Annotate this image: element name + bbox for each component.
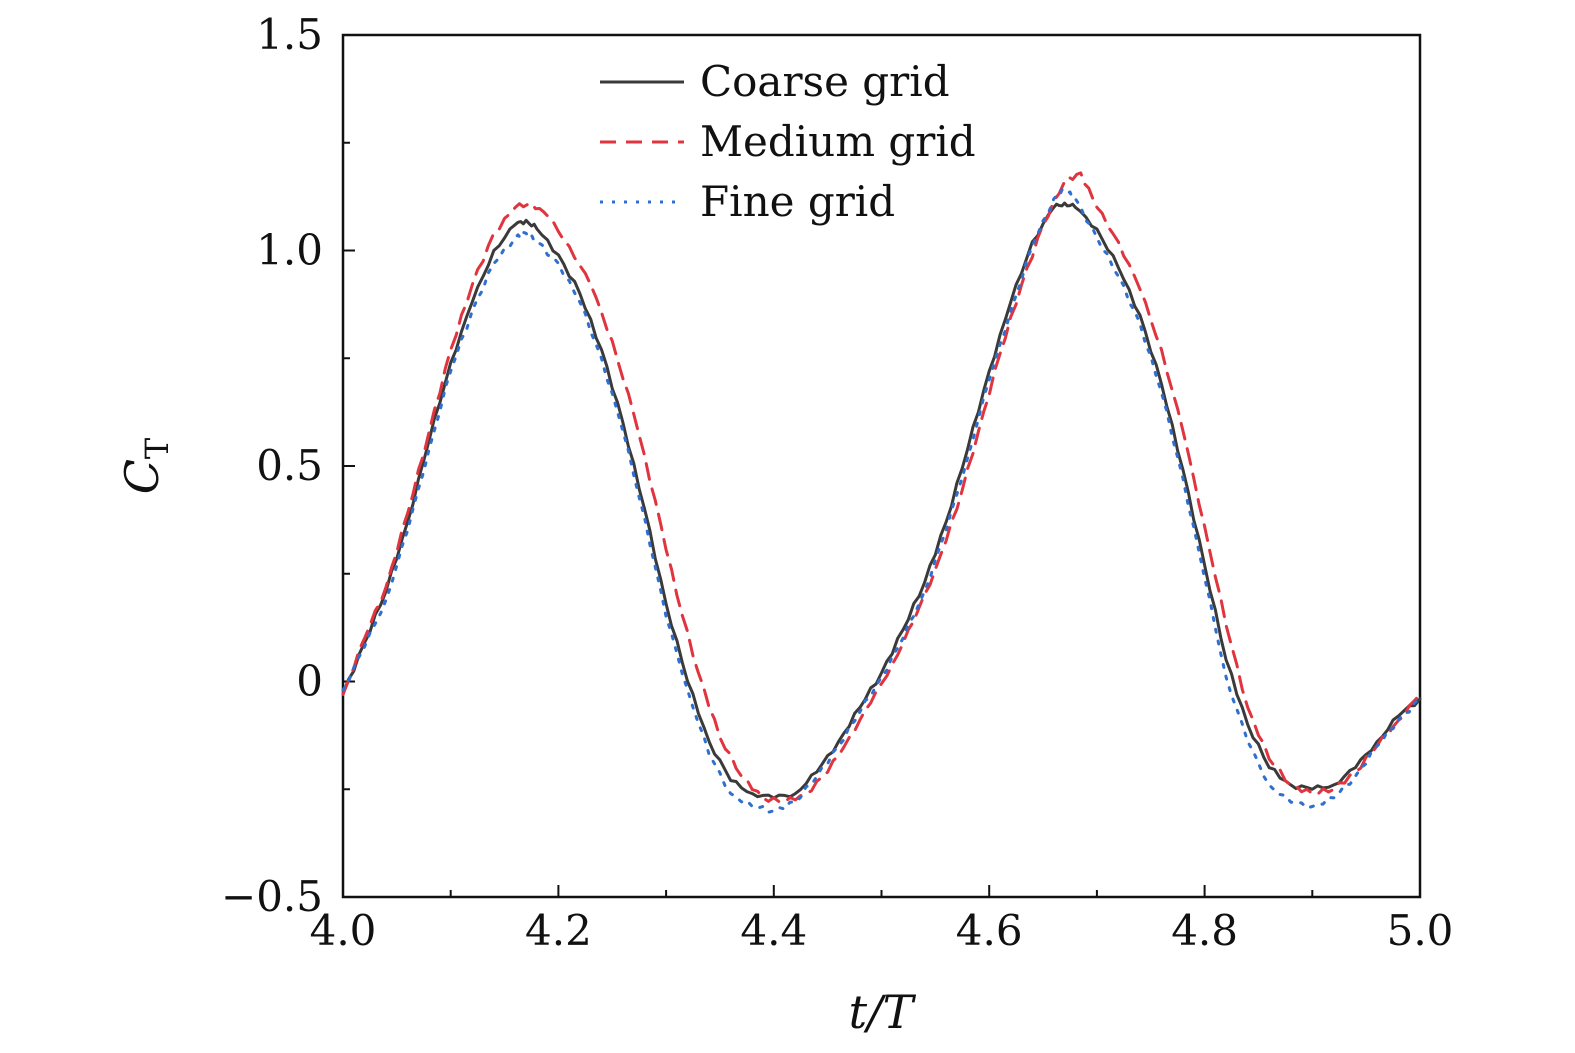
y-axis-tick-labels: −0.5 0 0.5 1.0 1.5 — [221, 10, 323, 921]
legend-label: Fine grid — [700, 177, 895, 226]
x-tick-label: 4.0 — [310, 906, 377, 955]
x-tick-label: 4.2 — [525, 906, 592, 955]
legend-label: Medium grid — [700, 117, 976, 166]
y-axis-ticks — [343, 34, 355, 898]
x-axis-label: t/T — [849, 985, 917, 1039]
y-tick-label: 0 — [296, 657, 323, 706]
x-axis-tick-labels: 4.0 4.2 4.4 4.6 4.8 5.0 — [310, 906, 1454, 955]
y-tick-label: 1.5 — [256, 10, 323, 59]
y-axis-label-main: C — [115, 459, 169, 494]
x-tick-label: 4.8 — [1171, 906, 1238, 955]
y-axis-label: CT — [115, 437, 176, 494]
y-tick-label: 0.5 — [256, 441, 323, 490]
x-tick-label: 5.0 — [1387, 906, 1454, 955]
x-axis-ticks — [342, 885, 1421, 897]
svg-text:CT: CT — [115, 437, 176, 494]
y-tick-label: 1.0 — [256, 226, 323, 275]
legend-label: Coarse grid — [700, 57, 950, 106]
series-lines — [341, 171, 1422, 814]
x-tick-label: 4.6 — [956, 906, 1023, 955]
series-line-coarse-grid — [341, 201, 1422, 800]
series-line-fine-grid — [341, 188, 1422, 814]
x-tick-label: 4.4 — [740, 906, 807, 955]
legend: Coarse grid Medium grid Fine grid — [600, 57, 976, 226]
y-axis-label-subscript: T — [138, 437, 176, 459]
y-tick-label: −0.5 — [221, 872, 323, 921]
series-line-medium-grid — [341, 171, 1422, 804]
